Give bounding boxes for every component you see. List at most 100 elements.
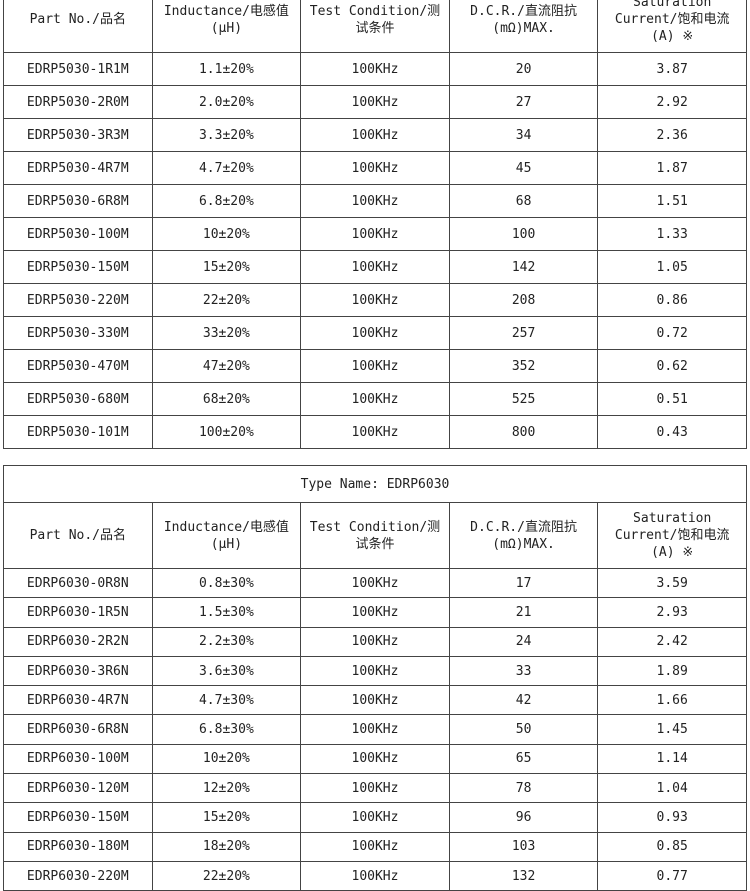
cell-inductance: 3.6±30% — [151, 655, 302, 687]
table-row: EDRP5030-220M 22±20% 100KHz 208 0.86 — [3, 283, 747, 317]
cell-dcr: 800 — [448, 415, 599, 449]
cell-test-condition: 100KHz — [300, 151, 450, 185]
cell-part-no: EDRP6030-0R8N — [3, 567, 153, 599]
edrp5030-spec-table: Part No./品名 Inductance/电感值 (μH) Test Condi… — [3, 0, 747, 449]
cell-test-condition: 100KHz — [300, 415, 450, 449]
cell-saturation-current: 0.85 — [597, 831, 747, 862]
cell-inductance: 100±20% — [151, 415, 302, 449]
cell-saturation-current: 1.04 — [597, 773, 747, 804]
table-row: EDRP6030-3R6N 3.6±30% 100KHz 33 1.89 — [3, 655, 747, 687]
table-row: EDRP5030-1R1M 1.1±20% 100KHz 20 3.87 — [3, 52, 747, 86]
cell-dcr: 100 — [448, 217, 599, 251]
cell-inductance: 1.5±30% — [151, 597, 302, 628]
cell-part-no: EDRP6030-120M — [3, 773, 153, 804]
cell-part-no: EDRP5030-1R1M — [3, 52, 153, 86]
table-row: EDRP6030-2R2N 2.2±30% 100KHz 24 2.42 — [3, 626, 747, 657]
cell-test-condition: 100KHz — [300, 743, 450, 775]
table-row: EDRP6030-0R8N 0.8±30% 100KHz 17 3.59 — [3, 567, 747, 599]
table-row: EDRP6030-1R5N 1.5±30% 100KHz 21 2.93 — [3, 597, 747, 628]
cell-inductance: 68±20% — [151, 382, 302, 416]
cell-test-condition: 100KHz — [300, 597, 450, 628]
cell-dcr: 525 — [448, 382, 599, 416]
cell-saturation-current: 1.66 — [597, 685, 747, 716]
table-row: EDRP5030-150M 15±20% 100KHz 142 1.05 — [3, 250, 747, 284]
cell-part-no: EDRP5030-101M — [3, 415, 153, 449]
header-saturation-current: Saturation Current/饱和电流 (A) ※ — [597, 0, 747, 53]
cell-dcr: 142 — [448, 250, 599, 284]
cell-part-no: EDRP6030-4R7N — [3, 685, 153, 716]
cell-test-condition: 100KHz — [300, 283, 450, 317]
table-row: EDRP6030-4R7N 4.7±30% 100KHz 42 1.66 — [3, 685, 747, 716]
cell-inductance: 33±20% — [151, 316, 302, 350]
table-row: EDRP6030-180M 18±20% 100KHz 103 0.85 — [3, 831, 747, 862]
cell-part-no: EDRP6030-180M — [3, 831, 153, 862]
header-test-condition: Test Condition/测 试条件 — [300, 0, 450, 53]
cell-saturation-current: 0.62 — [597, 349, 747, 383]
cell-test-condition: 100KHz — [300, 85, 450, 119]
cell-inductance: 10±20% — [151, 743, 302, 775]
header-test-condition: Test Condition/测 试条件 — [300, 502, 450, 569]
cell-dcr: 132 — [448, 860, 599, 891]
cell-inductance: 2.2±30% — [151, 626, 302, 657]
cell-part-no: EDRP6030-2R2N — [3, 626, 153, 657]
cell-part-no: EDRP5030-330M — [3, 316, 153, 350]
cell-dcr: 96 — [448, 802, 599, 833]
cell-inductance: 0.8±30% — [151, 567, 302, 599]
cell-inductance: 18±20% — [151, 831, 302, 862]
cell-inductance: 4.7±20% — [151, 151, 302, 185]
cell-part-no: EDRP5030-2R0M — [3, 85, 153, 119]
cell-part-no: EDRP6030-6R8N — [3, 714, 153, 745]
cell-test-condition: 100KHz — [300, 349, 450, 383]
cell-saturation-current: 1.51 — [597, 184, 747, 218]
cell-dcr: 21 — [448, 597, 599, 628]
cell-test-condition: 100KHz — [300, 52, 450, 86]
cell-dcr: 257 — [448, 316, 599, 350]
cell-saturation-current: 0.72 — [597, 316, 747, 350]
cell-inductance: 22±20% — [151, 283, 302, 317]
cell-test-condition: 100KHz — [300, 217, 450, 251]
cell-dcr: 24 — [448, 626, 599, 657]
table-row: EDRP6030-220M 22±20% 100KHz 132 0.77 — [3, 860, 747, 891]
cell-dcr: 17 — [448, 567, 599, 599]
cell-part-no: EDRP5030-680M — [3, 382, 153, 416]
cell-dcr: 68 — [448, 184, 599, 218]
cell-saturation-current: 1.87 — [597, 151, 747, 185]
table-row: EDRP5030-100M 10±20% 100KHz 100 1.33 — [3, 217, 747, 251]
cell-test-condition: 100KHz — [300, 685, 450, 716]
cell-saturation-current: 2.36 — [597, 118, 747, 152]
cell-inductance: 2.0±20% — [151, 85, 302, 119]
table-row: EDRP5030-2R0M 2.0±20% 100KHz 27 2.92 — [3, 85, 747, 119]
cell-dcr: 45 — [448, 151, 599, 185]
cell-inductance: 6.8±30% — [151, 714, 302, 745]
cell-saturation-current: 0.43 — [597, 415, 747, 449]
cell-inductance: 15±20% — [151, 250, 302, 284]
cell-part-no: EDRP6030-220M — [3, 860, 153, 891]
cell-saturation-current: 1.89 — [597, 655, 747, 687]
cell-saturation-current: 2.92 — [597, 85, 747, 119]
cell-dcr: 103 — [448, 831, 599, 862]
cell-inductance: 47±20% — [151, 349, 302, 383]
table-row: EDRP5030-330M 33±20% 100KHz 257 0.72 — [3, 316, 747, 350]
cell-saturation-current: 2.93 — [597, 597, 747, 628]
cell-saturation-current: 1.05 — [597, 250, 747, 284]
cell-test-condition: 100KHz — [300, 831, 450, 862]
type-name-row: Type Name: EDRP6030 — [3, 465, 747, 503]
cell-dcr: 352 — [448, 349, 599, 383]
cell-test-condition: 100KHz — [300, 626, 450, 657]
header-part-no: Part No./品名 — [3, 0, 153, 53]
cell-saturation-current: 1.33 — [597, 217, 747, 251]
table-row: EDRP5030-101M 100±20% 100KHz 800 0.43 — [3, 415, 747, 449]
cell-part-no: EDRP5030-4R7M — [3, 151, 153, 185]
cell-part-no: EDRP6030-100M — [3, 743, 153, 775]
cell-test-condition: 100KHz — [300, 316, 450, 350]
cell-part-no: EDRP6030-1R5N — [3, 597, 153, 628]
table-row: EDRP5030-470M 47±20% 100KHz 352 0.62 — [3, 349, 747, 383]
table-row: EDRP6030-6R8N 6.8±30% 100KHz 50 1.45 — [3, 714, 747, 745]
cell-saturation-current: 1.45 — [597, 714, 747, 745]
cell-dcr: 42 — [448, 685, 599, 716]
cell-test-condition: 100KHz — [300, 118, 450, 152]
table-row: EDRP5030-3R3M 3.3±20% 100KHz 34 2.36 — [3, 118, 747, 152]
cell-dcr: 78 — [448, 773, 599, 804]
header-dcr: D.C.R./直流阻抗 (mΩ)MAX. — [448, 0, 599, 53]
table-row: EDRP6030-120M 12±20% 100KHz 78 1.04 — [3, 773, 747, 804]
